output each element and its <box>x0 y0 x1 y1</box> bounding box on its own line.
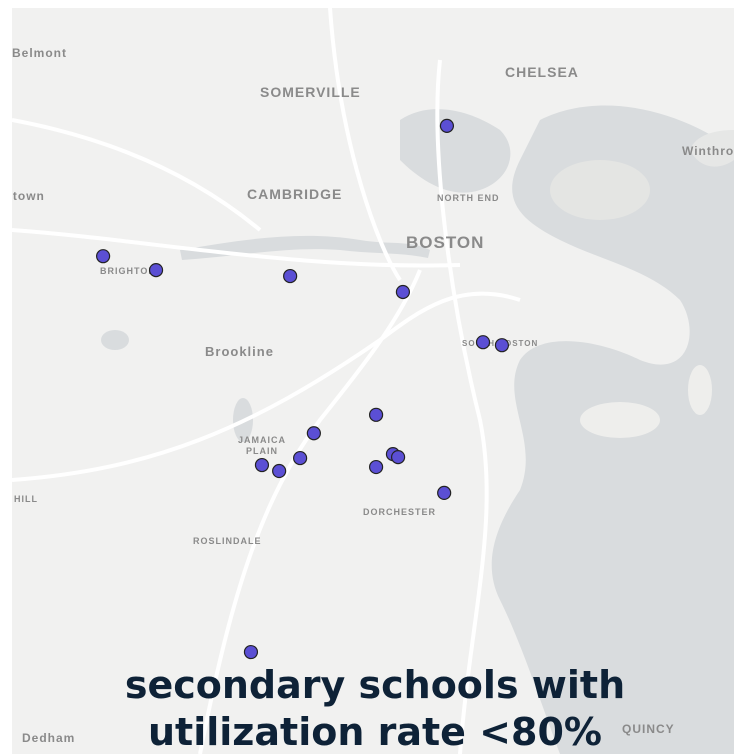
place-label: Belmont <box>12 46 67 60</box>
road <box>12 228 461 268</box>
place-label: HILL <box>14 494 38 504</box>
school-marker <box>306 426 321 441</box>
place-label: JAMAICA <box>238 435 286 445</box>
school-marker <box>283 268 298 284</box>
school-marker <box>368 459 384 475</box>
school-marker <box>293 450 308 466</box>
airport <box>550 160 650 220</box>
place-label: Watertown <box>0 189 45 203</box>
road <box>12 118 262 232</box>
place-label: ROSLINDALE <box>193 536 262 546</box>
reservoir <box>101 330 129 350</box>
title-line: utilization rate <80% <box>148 710 602 754</box>
island <box>688 365 712 415</box>
road <box>328 8 402 282</box>
school-marker <box>390 449 406 465</box>
place-label: Winthrop <box>682 144 734 158</box>
school-marker <box>368 407 384 422</box>
school-marker <box>272 463 287 479</box>
place-label: BRIGHTON <box>100 266 156 276</box>
road <box>12 291 521 482</box>
mystic-river <box>400 109 511 193</box>
school-marker <box>96 249 111 264</box>
roads <box>12 8 521 754</box>
place-label: Dedham <box>22 731 75 745</box>
place-label: DORCHESTER <box>363 507 436 517</box>
school-marker <box>243 644 259 660</box>
school-marker <box>437 485 452 500</box>
school-marker <box>494 338 510 353</box>
title-line: secondary schools with <box>125 663 625 707</box>
markers <box>96 118 510 660</box>
school-marker <box>439 118 455 133</box>
winthrop <box>690 130 734 167</box>
place-label: CAMBRIDGE <box>247 186 342 202</box>
school-marker <box>395 284 411 300</box>
place-label: PLAIN <box>246 446 278 456</box>
place-label: Brookline <box>205 344 274 359</box>
school-marker <box>148 262 164 278</box>
school-marker <box>475 335 491 350</box>
place-label: NORTH END <box>437 193 500 203</box>
place-label: CHELSEA <box>505 64 579 80</box>
place-label: QUINCY <box>622 722 675 736</box>
road <box>198 269 422 754</box>
place-label: SOMERVILLE <box>260 84 361 100</box>
school-marker <box>254 457 270 473</box>
road <box>435 59 489 754</box>
basemap: Belmont SOMERVILLE CHELSEA Winthrop Wate… <box>0 8 734 754</box>
island <box>580 402 660 438</box>
place-label: BOSTON <box>406 233 484 252</box>
